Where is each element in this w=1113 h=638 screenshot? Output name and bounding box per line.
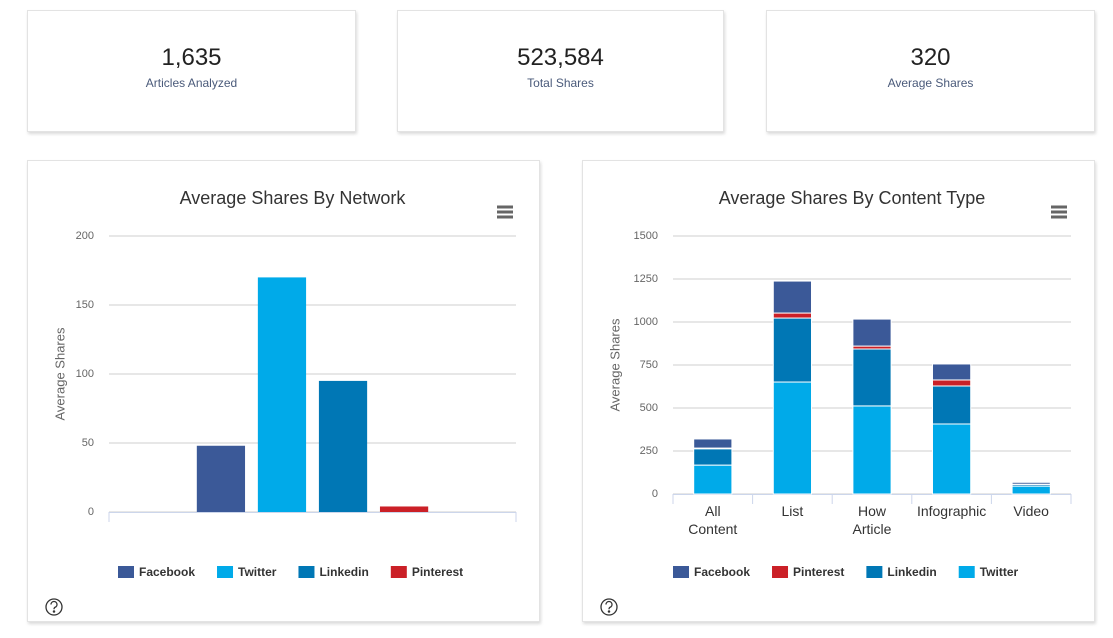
bar-segment (693, 438, 733, 449)
bar-segment (931, 363, 972, 381)
legend-label: Facebook (694, 565, 750, 579)
y-tick-label: 1250 (634, 273, 658, 285)
bar (257, 277, 307, 512)
stat-card: 320 Average Shares (766, 10, 1095, 132)
help-icon[interactable] (600, 598, 618, 616)
y-tick-label: 200 (76, 230, 94, 242)
x-tick-label: How Article (852, 503, 892, 537)
y-tick-label: 150 (76, 299, 94, 311)
bar-segment (772, 317, 813, 383)
legend-swatch (217, 566, 234, 578)
bar-segment (772, 312, 813, 319)
chart-panel: Average Shares By Network Average Shares 0… (27, 160, 540, 622)
y-tick-label: 0 (652, 488, 658, 500)
bar-segment (1011, 481, 1051, 485)
bar (196, 445, 246, 512)
stat-value: 523,584 (517, 44, 604, 71)
bar-segment (852, 405, 892, 495)
chart-panel: Average Shares By Content Type Average Sh… (582, 160, 1095, 622)
legend-swatch (118, 566, 134, 578)
bar (318, 380, 368, 512)
stat-label: Average Shares (887, 76, 974, 90)
legend-item[interactable]: Linkedin (866, 565, 937, 579)
bar-segment (852, 348, 892, 407)
bar (379, 506, 429, 512)
legend-swatch (866, 566, 883, 578)
stat-value: 1,635 (161, 44, 222, 71)
legend-swatch (298, 566, 315, 578)
stat-card: 1,635 Articles Analyzed (27, 10, 356, 132)
stat-card: 523,584 Total Shares (397, 10, 724, 132)
chart: Average Shares By Network Average Shares 0… (45, 188, 517, 616)
legend-item[interactable]: Facebook (673, 565, 750, 579)
y-axis-title: Average Shares (52, 327, 67, 420)
legend-label: Pinterest (793, 565, 844, 579)
legend-item[interactable]: Pinterest (390, 565, 463, 579)
chart-title: Average Shares By Content Type (719, 188, 986, 208)
legend-item[interactable]: Twitter (958, 565, 1019, 579)
x-tick-label: Video (1013, 503, 1049, 519)
y-tick-label: 1500 (634, 230, 658, 242)
legend-item[interactable]: Linkedin (298, 565, 369, 579)
legend-label: Twitter (238, 565, 277, 579)
legend-label: Twitter (980, 565, 1019, 579)
legend-swatch (673, 566, 689, 578)
stat-value: 320 (910, 44, 951, 71)
legend-swatch (772, 566, 789, 578)
legend-item[interactable]: Twitter (217, 565, 277, 579)
bar-segment (772, 381, 813, 495)
bar-segment (772, 280, 813, 314)
chart: Average Shares By Content Type Average Sh… (600, 188, 1072, 616)
menu-icon[interactable] (1051, 205, 1067, 219)
menu-icon[interactable] (497, 205, 513, 219)
legend-label: Pinterest (412, 565, 463, 579)
y-tick-label: 250 (640, 445, 658, 457)
bar-segment (693, 448, 733, 466)
y-tick-label: 0 (88, 506, 94, 518)
legend-swatch (958, 566, 975, 578)
bar-segment (1011, 485, 1051, 495)
x-tick-label: List (781, 503, 804, 519)
y-tick-label: 100 (76, 368, 94, 380)
x-tick-label: Infographic (916, 503, 987, 519)
y-tick-label: 1000 (634, 316, 658, 328)
bar-segment (931, 385, 972, 425)
legend-label: Linkedin (887, 565, 936, 579)
x-tick-label: All Content (688, 503, 738, 537)
y-tick-label: 500 (640, 402, 658, 414)
y-tick-label: 50 (82, 437, 94, 449)
stat-label: Articles Analyzed (145, 76, 238, 90)
bar-segment (931, 423, 972, 495)
legend-label: Facebook (139, 565, 195, 579)
chart-title: Average Shares By Network (180, 188, 407, 208)
help-icon[interactable] (45, 598, 63, 616)
bar-segment (931, 379, 972, 387)
stat-label: Total Shares (527, 76, 594, 90)
bar-segment (693, 464, 733, 495)
legend-item[interactable]: Facebook (118, 565, 195, 579)
y-tick-label: 750 (640, 359, 658, 371)
bar-segment (852, 318, 892, 347)
legend-label: Linkedin (319, 565, 368, 579)
legend-swatch (390, 566, 407, 578)
y-axis-title: Average Shares (607, 318, 622, 411)
legend-item[interactable]: Pinterest (772, 565, 844, 579)
